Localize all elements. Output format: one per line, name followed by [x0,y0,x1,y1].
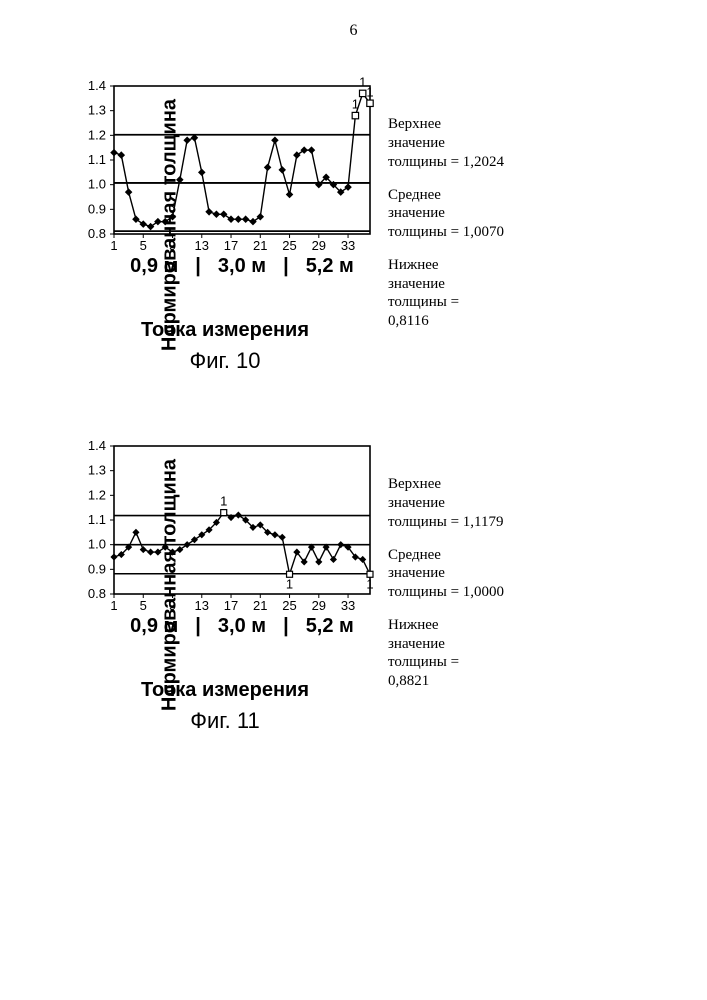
svg-text:33: 33 [341,598,355,613]
svg-text:1.3: 1.3 [88,103,106,118]
svg-text:25: 25 [282,238,296,253]
figure-11-chart: 0.80.91.01.11.21.31.41591317212529330,9 … [70,436,380,670]
svg-text:21: 21 [253,238,267,253]
svg-text:5,2 м: 5,2 м [306,615,354,637]
svg-text:1.0: 1.0 [88,537,106,552]
svg-text:1: 1 [366,576,373,591]
page-number: 6 [0,22,707,40]
svg-text:5: 5 [140,598,147,613]
svg-text:5,2 м: 5,2 м [306,255,354,277]
svg-text:1.4: 1.4 [88,78,106,93]
svg-text:1: 1 [286,576,293,591]
svg-text:29: 29 [312,238,326,253]
figure-10-row: Нормированная толщина 0.8 0.9 1.0 1.1 1.2 1.3… [70,76,670,374]
svg-text:0.9: 0.9 [88,201,106,216]
annotation: Среднеезначениетолщины = 1,0000 [388,546,588,602]
svg-text:1.2: 1.2 [88,127,106,142]
svg-text:1: 1 [220,494,227,509]
svg-text:|: | [283,615,289,637]
svg-text:1.0: 1.0 [88,177,106,192]
annotation: Среднеезначениетолщины = 1,0070 [388,186,588,242]
svg-text:1: 1 [352,97,359,112]
svg-text:17: 17 [224,598,238,613]
figure-10-xlabel: Точка измерения [70,319,380,342]
figure-11-ylabel: Нормированная толщина [159,459,182,711]
svg-text:13: 13 [195,598,209,613]
figure-10-chart-area: Нормированная толщина 0.8 0.9 1.0 1.1 1.2 1.3… [70,76,380,374]
figure-11-chart-area: Нормированная толщина 0.8 0.9 1.0 1.1 1.2 1.3… [70,436,380,734]
figure-11-xlabel: Точка измерения [70,679,380,702]
figure-11-block: Нормированная толщина 0.8 0.9 1.0 1.1 1.2 1.3… [70,436,670,734]
svg-text:29: 29 [312,598,326,613]
svg-text:0.8: 0.8 [88,586,106,601]
annotation: Верхнеезначениетолщины = 1,2024 [388,115,588,171]
annotation: Нижнеезначениетолщины =0,8116 [388,256,588,331]
svg-text:|: | [195,615,201,637]
svg-text:1.1: 1.1 [88,152,106,167]
svg-text:1: 1 [366,84,373,99]
figure-10-ylabel: Нормированная толщина [159,99,182,351]
svg-text:21: 21 [253,598,267,613]
svg-text:3,0 м: 3,0 м [218,615,266,637]
svg-text:33: 33 [341,238,355,253]
figure-10-block: Нормированная толщина 0.8 0.9 1.0 1.1 1.2 1.3… [70,76,670,374]
figure-11-annotations: Верхнеезначениетолщины = 1,1179 Среднеезн… [388,465,588,705]
svg-text:1: 1 [110,598,117,613]
svg-text:1.3: 1.3 [88,463,106,478]
svg-text:|: | [195,255,201,277]
annotation: Верхнеезначениетолщины = 1,1179 [388,475,588,531]
page: 6 Нормированная толщина 0.8 0.9 1.0 1.1 1.2 1… [0,0,707,1000]
figure-11-caption: Фиг. 11 [70,708,380,734]
svg-text:3,0 м: 3,0 м [218,255,266,277]
svg-text:1: 1 [359,76,366,89]
svg-text:1.2: 1.2 [88,487,106,502]
svg-text:25: 25 [282,598,296,613]
svg-text:5: 5 [140,238,147,253]
figure-10-annotations: Верхнеезначениетолщины = 1,2024 Среднеезн… [388,105,588,345]
svg-text:17: 17 [224,238,238,253]
svg-text:13: 13 [195,238,209,253]
svg-text:1.1: 1.1 [88,512,106,527]
svg-text:1: 1 [110,238,117,253]
figure-10-caption: Фиг. 10 [70,348,380,374]
svg-text:|: | [283,255,289,277]
svg-text:0.8: 0.8 [88,226,106,241]
svg-text:0.9: 0.9 [88,561,106,576]
annotation: Нижнеезначениетолщины =0,8821 [388,616,588,691]
svg-text:1.4: 1.4 [88,438,106,453]
figure-11-row: Нормированная толщина 0.8 0.9 1.0 1.1 1.2 1.3… [70,436,670,734]
figure-10-chart: 0.80.91.01.11.21.31.41591317212529330,9 … [70,76,380,310]
